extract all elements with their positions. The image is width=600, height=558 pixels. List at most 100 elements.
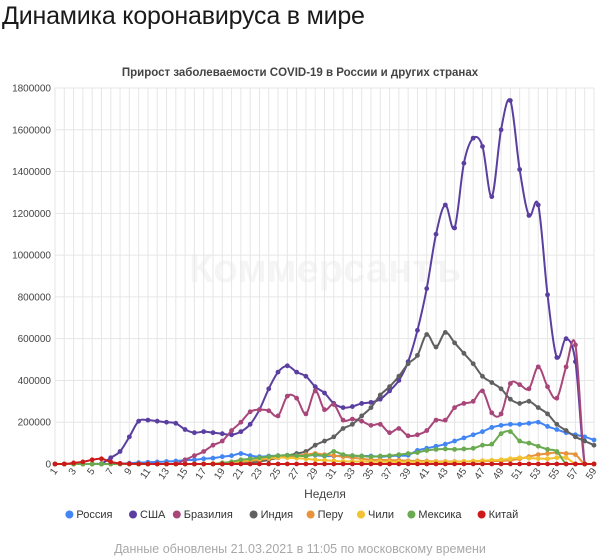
x-tick-label: 27 bbox=[287, 466, 303, 482]
data-point bbox=[554, 449, 560, 454]
data-point bbox=[201, 449, 207, 454]
covid-line-chart: Прирост заболеваемости COVID-19 в России… bbox=[12, 67, 600, 521]
y-tick-label: 200000 bbox=[18, 418, 52, 429]
data-point bbox=[573, 461, 578, 467]
y-axis: 0 200000 400000 600000 800000 1000000 1200000 1… bbox=[12, 84, 51, 471]
data-point bbox=[535, 419, 541, 425]
data-point bbox=[331, 461, 337, 467]
data-point bbox=[480, 388, 485, 394]
x-tick-label: 49 bbox=[491, 466, 507, 482]
x-tick-label: 47 bbox=[473, 466, 489, 482]
data-point bbox=[442, 417, 448, 423]
data-point bbox=[535, 456, 541, 461]
data-point bbox=[377, 392, 383, 398]
data-point bbox=[99, 461, 104, 467]
x-tick-label: 55 bbox=[547, 466, 563, 482]
data-point bbox=[247, 461, 253, 467]
data-point bbox=[201, 429, 207, 435]
data-point bbox=[545, 451, 550, 456]
data-point bbox=[415, 450, 420, 455]
data-point bbox=[266, 408, 272, 414]
data-point bbox=[470, 361, 476, 367]
legend-item: Бразилия bbox=[172, 509, 233, 521]
data-point bbox=[275, 461, 281, 467]
legend-marker bbox=[249, 510, 258, 519]
data-point bbox=[126, 461, 132, 467]
data-point bbox=[99, 456, 104, 462]
data-point bbox=[526, 398, 532, 404]
data-point bbox=[554, 427, 560, 432]
legend-label: Китай bbox=[489, 509, 519, 521]
data-point bbox=[470, 445, 476, 451]
data-point bbox=[210, 442, 216, 448]
y-tick-label: 800000 bbox=[18, 292, 52, 303]
data-point bbox=[480, 373, 485, 379]
data-point bbox=[71, 460, 76, 466]
data-point bbox=[322, 457, 327, 463]
data-point bbox=[312, 461, 318, 467]
x-tick-label: 25 bbox=[268, 466, 284, 482]
data-point bbox=[433, 344, 439, 350]
data-point bbox=[387, 461, 392, 467]
data-point bbox=[554, 421, 560, 427]
data-point bbox=[117, 460, 123, 466]
data-point bbox=[257, 461, 262, 467]
data-point bbox=[415, 461, 420, 467]
x-tick-label: 53 bbox=[528, 466, 544, 482]
x-tick-label: 29 bbox=[305, 466, 321, 482]
data-point bbox=[405, 361, 411, 367]
legend-label: США bbox=[140, 509, 166, 521]
y-tick-label: 1200000 bbox=[12, 209, 51, 220]
data-point bbox=[470, 398, 476, 404]
y-tick-label: 600000 bbox=[18, 334, 52, 345]
x-tick-label: 33 bbox=[342, 466, 358, 482]
data-point bbox=[349, 461, 355, 467]
data-point bbox=[545, 456, 550, 462]
legend-label: Перу bbox=[318, 509, 344, 521]
data-point bbox=[489, 461, 495, 467]
y-tick-label: 1800000 bbox=[12, 84, 51, 95]
data-point bbox=[433, 461, 439, 467]
data-point bbox=[582, 438, 588, 444]
data-point bbox=[322, 407, 327, 413]
x-tick-label: 17 bbox=[194, 466, 210, 482]
data-point bbox=[312, 388, 318, 394]
data-point bbox=[219, 438, 225, 444]
data-point bbox=[526, 386, 532, 392]
y-tick-label: 1600000 bbox=[12, 125, 51, 136]
data-point bbox=[294, 369, 300, 375]
data-point bbox=[545, 424, 550, 429]
data-point bbox=[517, 382, 523, 388]
data-point bbox=[52, 461, 58, 467]
data-point bbox=[563, 461, 569, 467]
data-point bbox=[554, 461, 560, 467]
data-point bbox=[480, 429, 485, 435]
data-point bbox=[545, 411, 550, 417]
data-point bbox=[563, 451, 569, 456]
legend-label: Россия bbox=[76, 509, 112, 521]
x-tick-label: 21 bbox=[231, 466, 247, 482]
data-point bbox=[80, 459, 86, 465]
x-tick-label: 3 bbox=[67, 466, 79, 477]
data-point bbox=[405, 451, 411, 456]
data-point bbox=[507, 396, 513, 402]
data-point bbox=[498, 431, 504, 437]
data-point bbox=[377, 453, 383, 459]
data-point bbox=[145, 461, 151, 467]
data-point bbox=[182, 427, 188, 432]
data-point bbox=[489, 380, 495, 385]
data-point bbox=[340, 405, 346, 410]
data-point bbox=[424, 461, 430, 467]
x-axis: 1 3 5 7 9 11 13 15 17 19 21 23 25 27 29 31 33 35 37 39 41 43 4… bbox=[48, 463, 600, 482]
data-point bbox=[201, 461, 207, 467]
data-point bbox=[266, 386, 272, 392]
data-point bbox=[517, 167, 523, 172]
data-point bbox=[349, 404, 355, 409]
data-point bbox=[452, 446, 457, 452]
data-point bbox=[210, 455, 216, 461]
data-point bbox=[349, 421, 355, 427]
data-point bbox=[442, 461, 448, 467]
x-tick-label: 31 bbox=[324, 466, 340, 482]
data-point bbox=[591, 437, 597, 443]
footer-note: Данные обновлены 21.03.2021 в 11:05 по м… bbox=[114, 542, 486, 556]
